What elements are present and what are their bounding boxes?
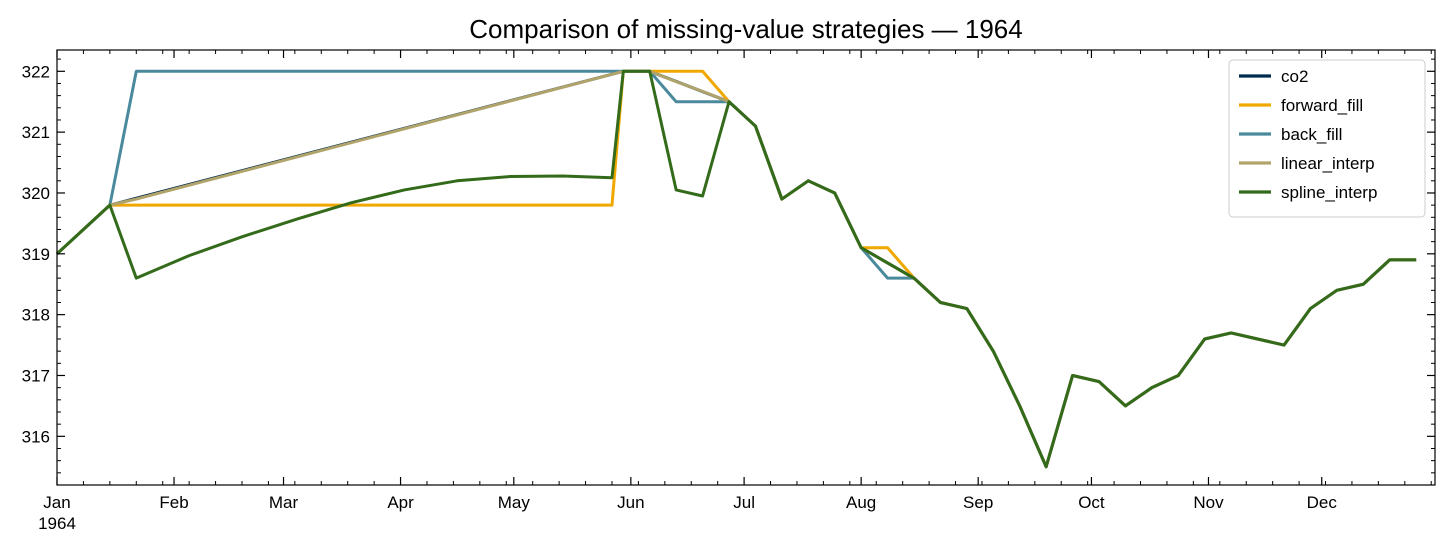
- x-tick-label: Dec: [1307, 493, 1338, 512]
- x-tick-label: May: [498, 493, 531, 512]
- x-tick-label: Jul: [733, 493, 755, 512]
- series-line-back-fill: [55, 69, 1417, 469]
- legend: co2 forward_fill back_fill linear_interpspl…: [1228, 59, 1426, 218]
- y-tick-label: 317: [22, 366, 50, 385]
- x-tick-year-label: 1964: [38, 514, 76, 533]
- series-line-spline-interp: [55, 69, 1417, 469]
- x-tick-label: Mar: [269, 493, 299, 512]
- plot-frame: [56, 49, 1436, 486]
- legend-box: [1228, 59, 1426, 218]
- x-tick-label: Aug: [846, 493, 876, 512]
- y-tick-label: 316: [22, 427, 50, 446]
- chart-title: Comparison of missing-value strategies —…: [469, 14, 1022, 44]
- y-axis: 316 317 318 319 320 321 322: [22, 58, 1435, 486]
- x-tick-label: Nov: [1193, 493, 1224, 512]
- series-line-co2: [55, 69, 1417, 469]
- y-tick-label: 322: [22, 62, 50, 81]
- legend-label-co2: co2: [1281, 67, 1308, 86]
- legend-label-spline-interp: spline_interp: [1281, 183, 1377, 202]
- y-tick-label: 319: [22, 245, 50, 264]
- x-tick-label: Sep: [963, 493, 993, 512]
- x-tick-label: Oct: [1078, 493, 1105, 512]
- x-axis: Jan 1964 Feb Mar Apr May Jun Jul Aug Sep Oct Nov Dec: [38, 50, 1432, 533]
- series-layer: [55, 69, 1417, 469]
- legend-label-linear-interp: linear_interp: [1281, 154, 1375, 173]
- legend-label-forward-fill: forward_fill: [1281, 96, 1363, 115]
- x-tick-label: Jun: [617, 493, 644, 512]
- x-tick-label: Apr: [387, 493, 414, 512]
- y-tick-label: 320: [22, 184, 50, 203]
- series-line-linear-interp: [55, 69, 1417, 469]
- y-tick-label: 321: [22, 123, 50, 142]
- y-tick-label: 318: [22, 306, 50, 325]
- x-tick-label: Jan: [43, 493, 70, 512]
- legend-label-back-fill: back_fill: [1281, 125, 1342, 144]
- series-line-forward-fill: [55, 69, 1417, 469]
- x-tick-label: Feb: [159, 493, 188, 512]
